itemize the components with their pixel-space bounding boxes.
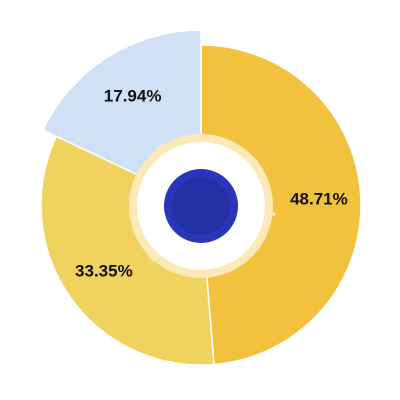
- labels: 48.71% 33.35% 17.94%: [75, 86, 348, 280]
- center-dot-inner: [172, 177, 230, 235]
- ring-arrow: [156, 143, 163, 154]
- value-label: 48.71%: [290, 190, 348, 209]
- ring-arrow: [147, 253, 155, 262]
- ring-arrow: [270, 210, 277, 218]
- pie-slice: [200, 44, 362, 366]
- value-label: 33.35%: [75, 262, 133, 281]
- value-label: 17.94%: [104, 86, 162, 105]
